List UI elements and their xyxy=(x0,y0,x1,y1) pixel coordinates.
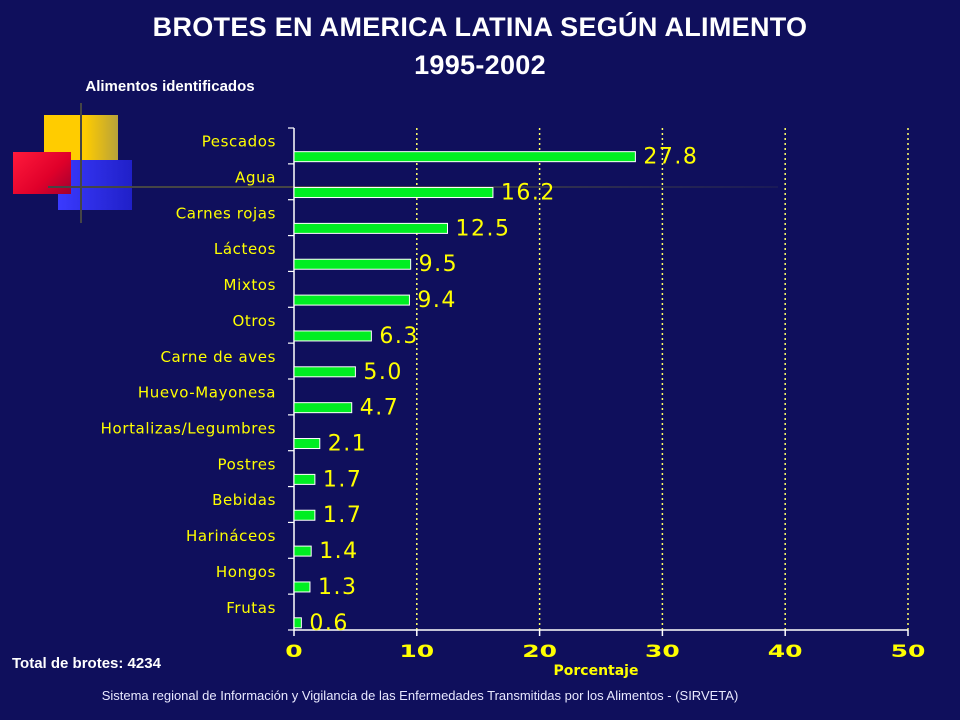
category-label-2: Carnes rojas xyxy=(176,204,276,222)
data-label-1: 16.2 xyxy=(501,181,556,206)
bar-5 xyxy=(293,330,372,342)
decorative-horizontal-line xyxy=(48,186,778,188)
category-label-10: Bebidas xyxy=(212,491,276,509)
category-label-12: Hongos xyxy=(216,563,276,581)
x-axis-title: Porcentaje xyxy=(554,663,639,679)
x-tick-label-20: 20 xyxy=(522,642,557,662)
data-label-4: 9.4 xyxy=(417,288,457,313)
bar-10 xyxy=(293,509,316,521)
data-label-2: 12.5 xyxy=(456,216,511,241)
chart-title-line2: 1995-2002 xyxy=(414,50,546,80)
data-label-0: 27.8 xyxy=(643,145,698,170)
bar-3 xyxy=(293,258,412,270)
category-label-4: Mixtos xyxy=(224,276,276,294)
category-label-13: Frutas xyxy=(226,599,276,617)
data-label-3: 9.5 xyxy=(419,252,459,277)
category-label-8: Hortalizas/Legumbres xyxy=(101,420,276,438)
category-label-1: Agua xyxy=(235,169,276,187)
category-label-0: Pescados xyxy=(202,133,276,151)
bar-11 xyxy=(293,545,312,557)
data-label-7: 4.7 xyxy=(360,396,400,421)
data-label-13: 0.6 xyxy=(309,611,349,636)
category-label-9: Postres xyxy=(218,455,276,473)
data-label-11: 1.4 xyxy=(319,539,359,564)
data-label-9: 1.7 xyxy=(323,467,363,492)
bar-7 xyxy=(293,402,353,414)
total-outbreaks-label: Total de brotes: 4234 xyxy=(12,655,161,672)
x-tick-label-50: 50 xyxy=(891,642,926,662)
bar-1 xyxy=(293,187,494,199)
source-footer: Sistema regional de Información y Vigila… xyxy=(101,688,739,703)
data-label-10: 1.7 xyxy=(323,503,363,528)
y-axis-title: Alimentos identificados xyxy=(85,78,255,95)
data-label-5: 6.3 xyxy=(379,324,419,349)
chart-title: BROTES EN AMERICA LATINA SEGÚN ALIMENTO … xyxy=(0,8,960,84)
x-tick-label-40: 40 xyxy=(768,642,803,662)
category-label-7: Huevo-Mayonesa xyxy=(138,384,276,402)
bar-4 xyxy=(293,294,410,306)
data-label-6: 5.0 xyxy=(363,360,403,385)
category-label-11: Harináceos xyxy=(186,527,276,545)
x-tick-label-30: 30 xyxy=(645,642,680,662)
x-tick-label-0: 0 xyxy=(285,642,302,662)
decorative-vertical-line xyxy=(80,103,82,223)
bar-8 xyxy=(293,438,321,450)
bar-2 xyxy=(293,222,448,234)
category-label-5: Otros xyxy=(232,312,276,330)
data-label-12: 1.3 xyxy=(318,575,358,600)
x-tick-label-10: 10 xyxy=(399,642,434,662)
bar-9 xyxy=(293,473,316,485)
bar-0 xyxy=(293,151,636,163)
chart-title-line1: BROTES EN AMERICA LATINA SEGÚN ALIMENTO xyxy=(152,12,808,42)
bar-12 xyxy=(293,581,311,593)
category-label-6: Carne de aves xyxy=(160,348,276,366)
category-label-3: Lácteos xyxy=(214,240,276,258)
data-label-8: 2.1 xyxy=(328,432,368,457)
bar-6 xyxy=(293,366,356,378)
bar-13 xyxy=(293,617,302,629)
